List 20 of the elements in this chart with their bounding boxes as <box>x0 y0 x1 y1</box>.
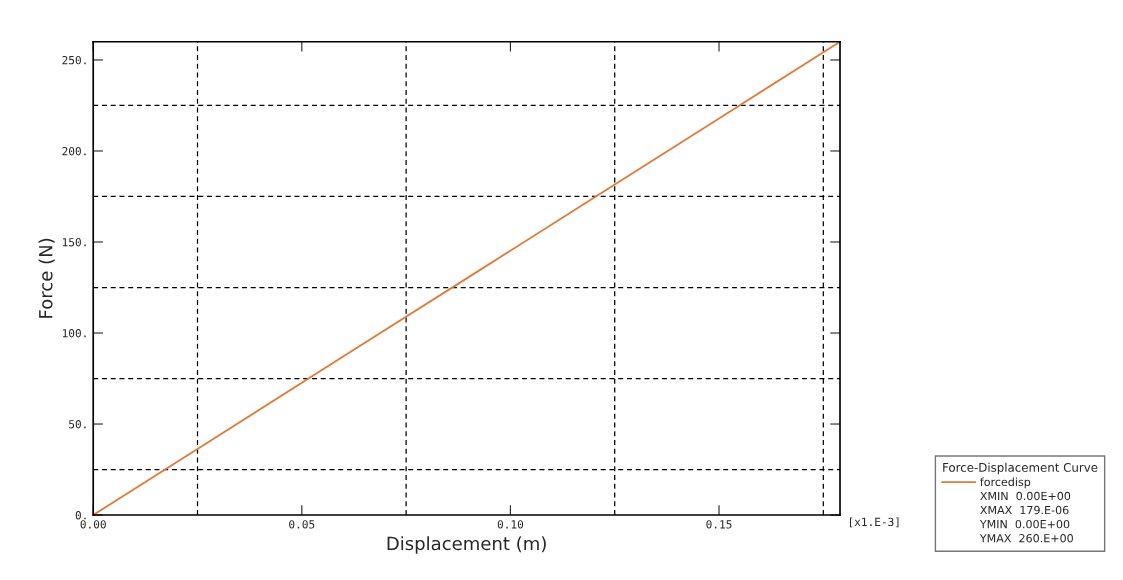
text: XMAX 179.E-06 <box>980 505 1069 515</box>
line-series <box>93 41 840 516</box>
text: XMIN 0.00E+00 <box>980 491 1071 501</box>
y-tick-label: 100. <box>62 329 86 338</box>
y-tick-label: 150. <box>62 238 86 247</box>
x-tick-label: 0.15 <box>706 520 732 529</box>
y-tick-label: 250. <box>62 55 86 65</box>
text: [x1.E-3] <box>849 517 899 528</box>
x-tick-label: 0.10 <box>497 520 524 529</box>
y-tick-label: 0. <box>75 511 86 520</box>
text: YMAX 260.E+00 <box>979 534 1073 543</box>
text: YMIN 0.00E+00 <box>979 519 1070 529</box>
legend-label: forcedisp <box>980 477 1031 489</box>
y-tick-label: 50. <box>69 420 86 429</box>
x-axis-title: Displacement (m) <box>387 536 546 554</box>
x-tick-label: 0.00 <box>80 520 106 529</box>
x-tick-label: 0.05 <box>289 520 315 529</box>
y-axis-title: Force (N) <box>38 238 55 318</box>
legend-title: Force-Displacement Curve <box>943 462 1098 475</box>
y-tick-label: 200. <box>62 146 86 156</box>
